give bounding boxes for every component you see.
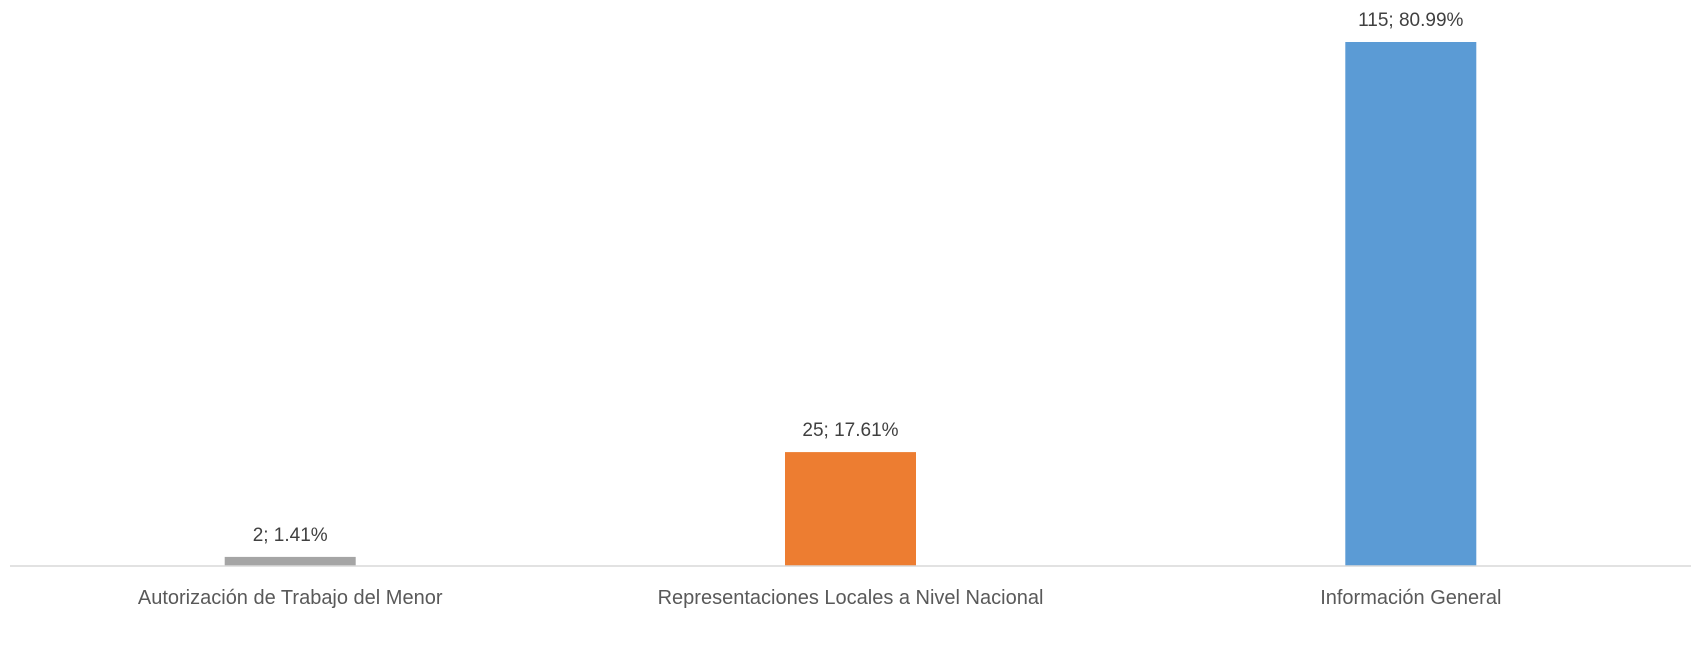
data-label-3: 115; 80.99% (1358, 10, 1463, 31)
category-label-3: Información General (1320, 587, 1501, 609)
category-label-2: Representaciones Locales a Nivel Naciona… (658, 587, 1044, 609)
bar-1 (224, 556, 356, 566)
bar-3 (1345, 42, 1477, 566)
bars-layer (224, 42, 1477, 566)
data-label-2: 25; 17.61% (802, 420, 898, 441)
bar-2 (785, 452, 916, 566)
category-label-1: Autorización de Trabajo del Menor (138, 587, 443, 609)
category-labels-layer: Autorización de Trabajo del Menor Represe… (138, 587, 1502, 609)
data-labels-layer: 2; 1.41% 25; 17.61% 115; 80.99% (253, 10, 1464, 546)
data-label-1: 2; 1.41% (253, 525, 328, 546)
